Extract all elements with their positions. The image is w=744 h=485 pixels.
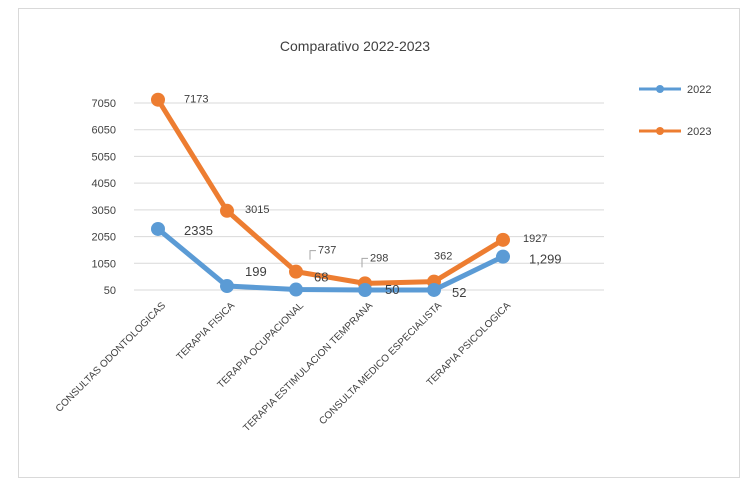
y-tick-label: 3050 <box>92 205 116 217</box>
legend-marker-2022 <box>656 85 664 93</box>
x-tick-label: TERAPIA ESTIMULACION TEMPRANA <box>241 300 375 434</box>
legend-label-2023: 2023 <box>687 126 711 138</box>
data-point-2022 <box>427 282 441 297</box>
y-tick-label: 7050 <box>92 98 116 110</box>
data-label-2023: 1927 <box>523 233 547 245</box>
data-point-2022 <box>151 221 165 236</box>
y-tick-label: 4050 <box>92 178 116 190</box>
legend-marker-2023 <box>656 127 664 135</box>
leader-line <box>361 257 368 268</box>
data-label-2023: 737 <box>318 245 336 257</box>
y-tick-label: 50 <box>104 285 116 297</box>
y-tick-label: 2050 <box>92 232 116 244</box>
x-tick-label: TERAPIA FISICA <box>175 300 238 363</box>
data-point-2022 <box>496 249 510 264</box>
data-point-2023 <box>496 232 510 247</box>
data-point-2022 <box>358 283 372 297</box>
y-tick-label: 6050 <box>92 125 116 137</box>
data-label-2022: 199 <box>245 264 267 279</box>
data-label-2022: 52 <box>452 285 466 300</box>
data-point-2022 <box>289 282 303 297</box>
data-label-2023: 7173 <box>184 94 208 106</box>
data-point-2022 <box>220 279 234 294</box>
x-tick-label: CONSULTA MEDICO ESPECIALISTA <box>317 300 444 427</box>
data-label-2023: 3015 <box>245 204 269 216</box>
data-label-2023: 362 <box>434 251 452 263</box>
legend-label-2022: 2022 <box>687 84 711 96</box>
series-line-2022 <box>155 226 506 293</box>
data-label-2022: 68 <box>314 270 328 285</box>
data-label-2023: 298 <box>370 252 388 264</box>
data-label-2022: 50 <box>385 282 399 297</box>
data-label-2022: 1,299 <box>529 252 562 267</box>
data-label-2022: 2335 <box>184 223 213 238</box>
data-point-2023 <box>220 203 234 218</box>
data-point-2023 <box>151 92 165 107</box>
chart-title: Comparativo 2022-2023 <box>280 38 430 54</box>
data-point-2023 <box>289 264 303 279</box>
series-line-2023 <box>155 97 506 286</box>
leader-line <box>309 250 316 260</box>
line-chart: Comparativo 2022-2023 50 1050 2050 3050 4050… <box>54 38 712 434</box>
chart-frame: Comparativo 2022-2023 50 1050 2050 3050 4050… <box>18 8 740 478</box>
x-tick-label: CONSULTAS ODONTOLOGICAS <box>54 300 168 414</box>
y-tick-label: 5050 <box>92 151 116 163</box>
y-tick-label: 1050 <box>92 258 116 270</box>
